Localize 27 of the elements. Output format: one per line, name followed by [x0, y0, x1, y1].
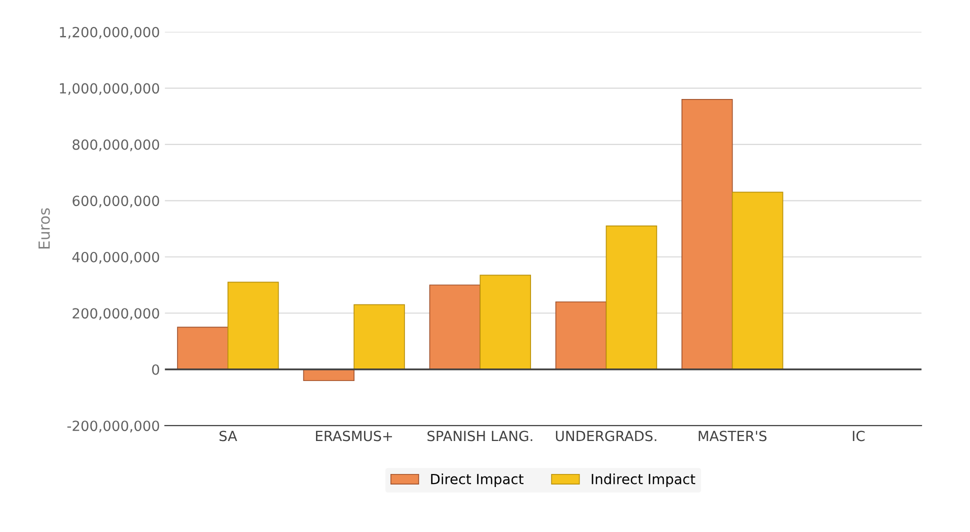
y-tick-label: -200,000,000: [67, 420, 160, 432]
y-tick-label: 0: [152, 364, 160, 375]
x-tick-label: SPANISH LANG.: [428, 430, 532, 442]
bar: [606, 226, 658, 370]
legend-label: Indirect Impact: [592, 474, 696, 487]
legend-label: Direct Impact: [431, 474, 524, 487]
y-tick-label: 400,000,000: [72, 252, 160, 264]
x-tick-label: IC: [852, 430, 865, 442]
bar: [732, 192, 784, 370]
bar: [429, 284, 481, 370]
bar: [555, 301, 607, 370]
bar: [303, 368, 354, 382]
bar: [228, 282, 279, 370]
x-tick-label: SA: [220, 430, 238, 442]
y-tick-label: 1,200,000,000: [60, 26, 160, 39]
y-tick-label: 1,000,000,000: [60, 83, 160, 96]
x-tick-label: UNDERGRADS.: [556, 430, 656, 442]
bar: [480, 274, 532, 370]
y-axis-title: Euros: [38, 208, 50, 249]
bar: [177, 326, 228, 370]
y-tick-label: 600,000,000: [72, 196, 160, 208]
y-tick-label: 800,000,000: [72, 139, 160, 152]
bar: [681, 98, 733, 370]
bar: [354, 304, 405, 370]
y-tick-label: 200,000,000: [72, 308, 160, 320]
x-tick-label: ERASMUS+: [316, 430, 392, 442]
x-tick-label: MASTER'S: [698, 430, 766, 442]
